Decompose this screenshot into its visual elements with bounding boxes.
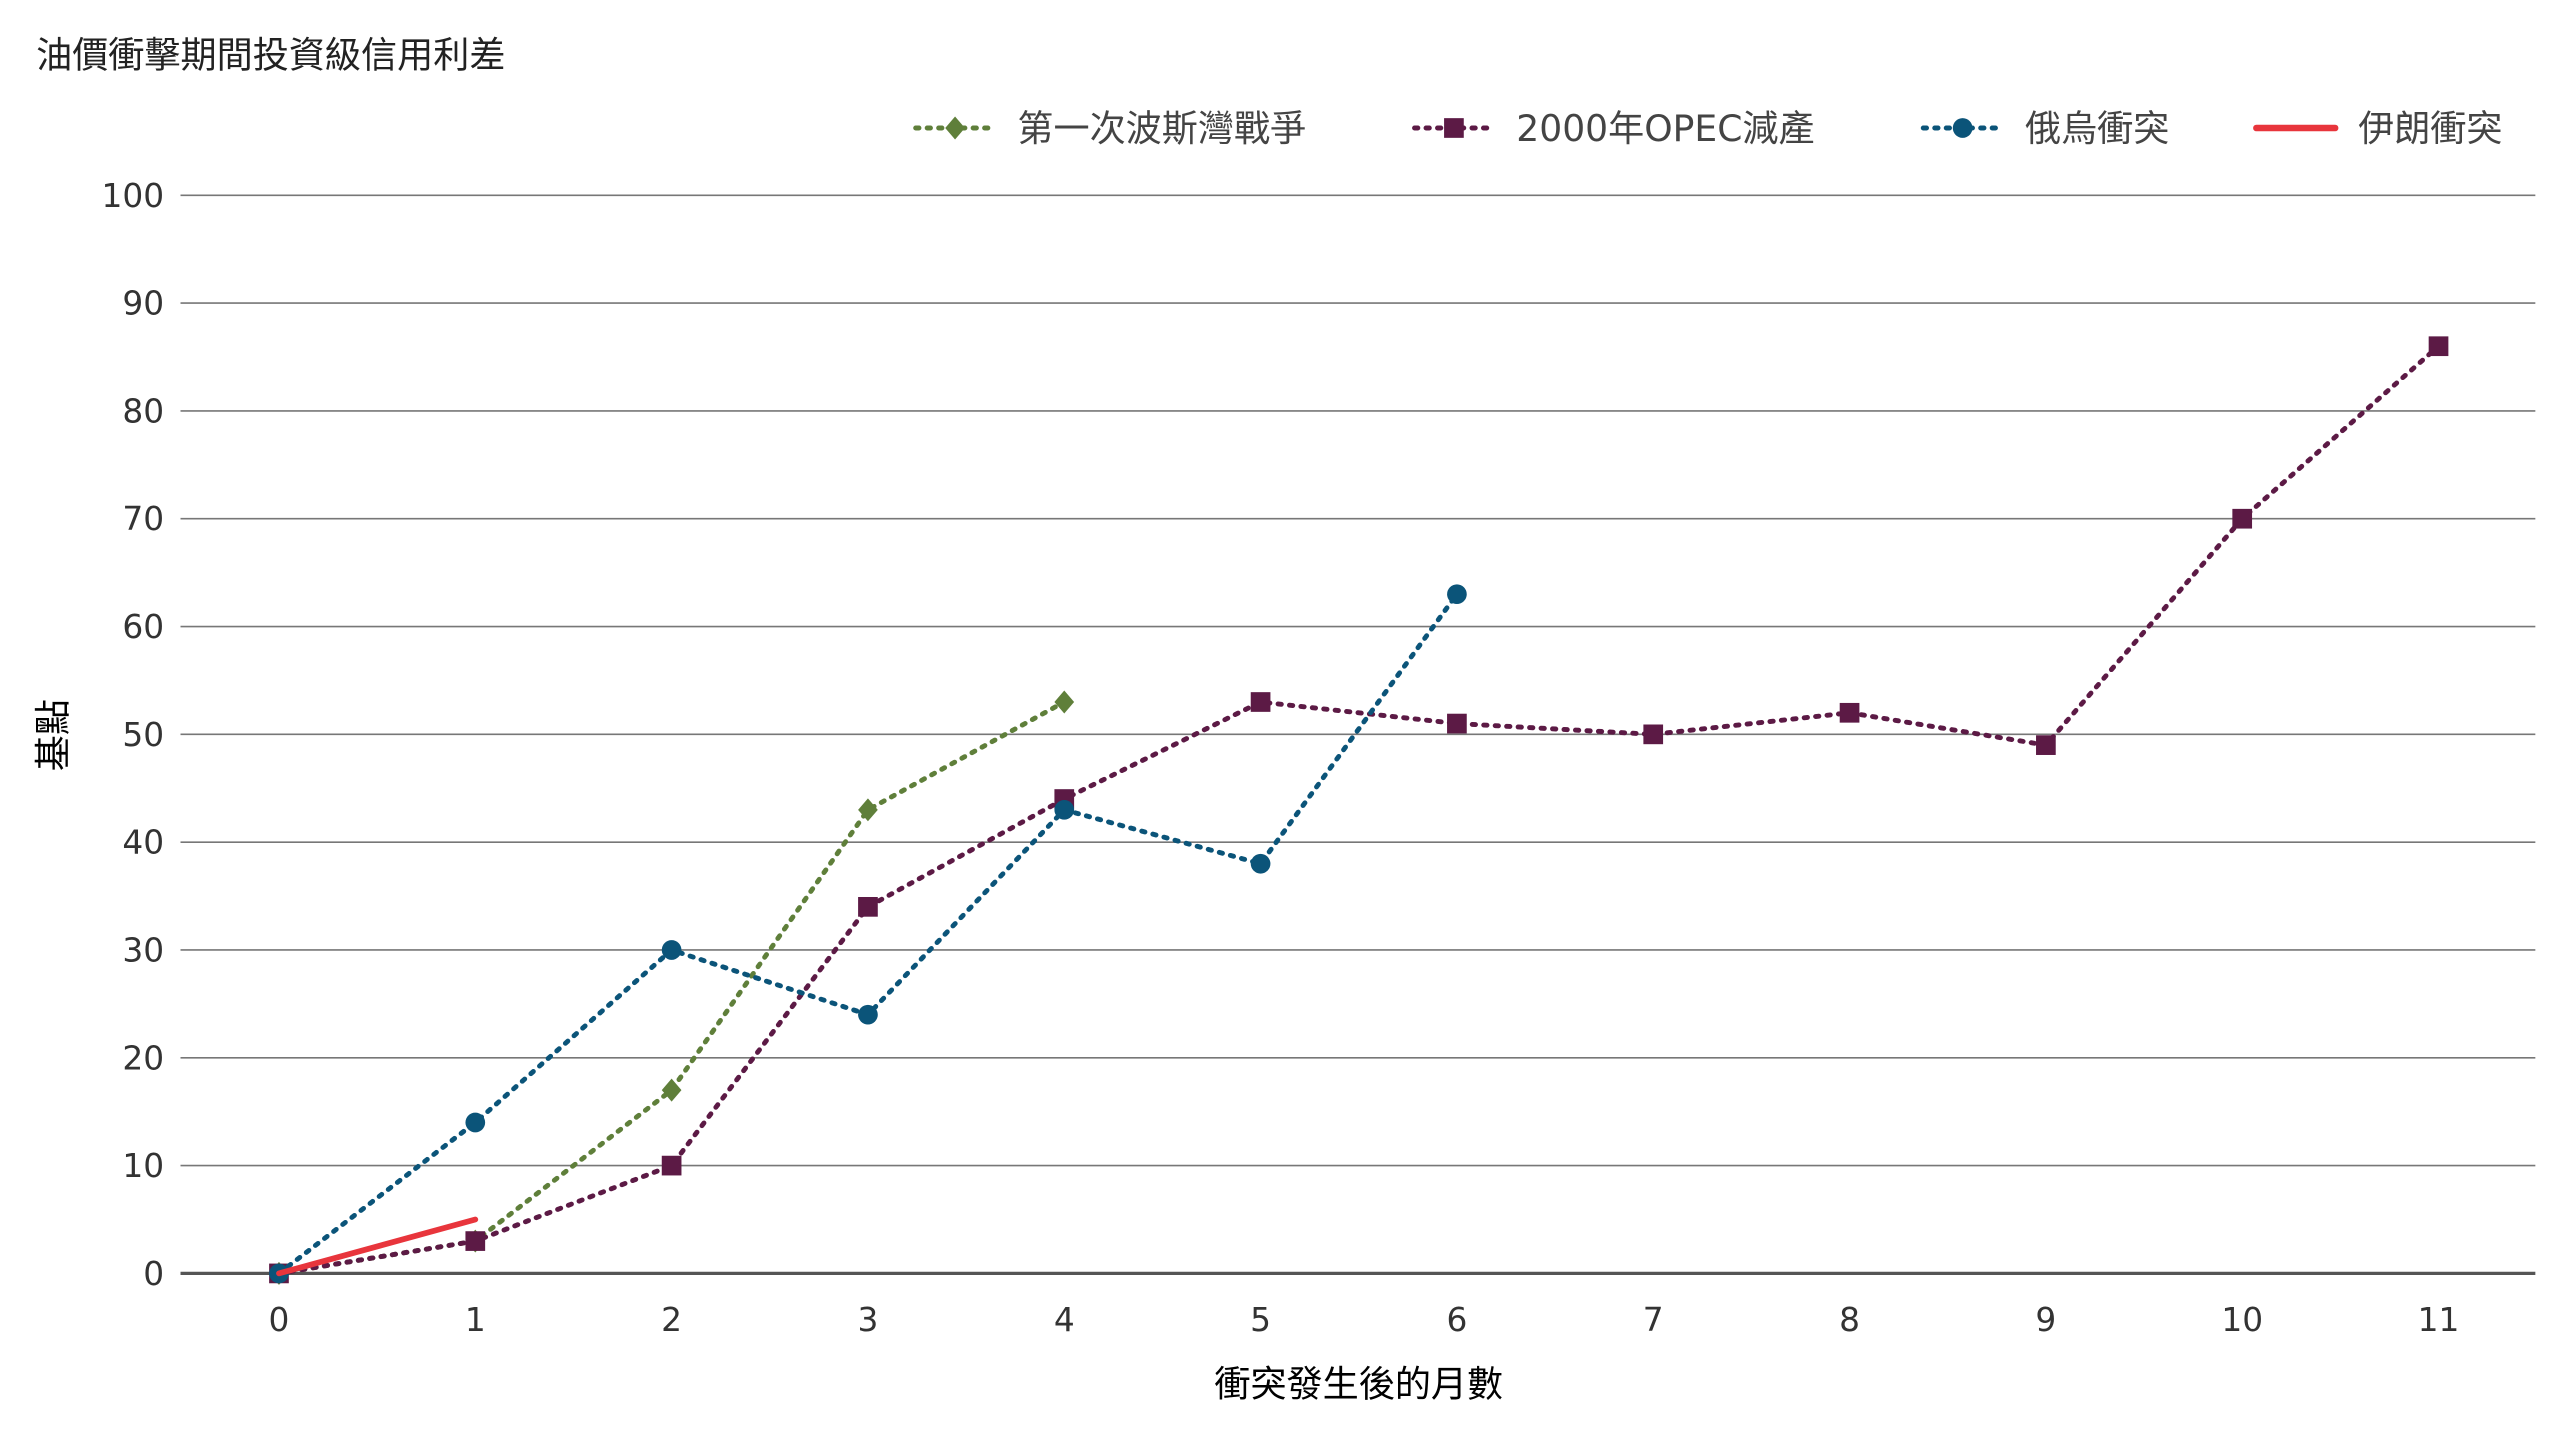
y-tick-label: 100 — [101, 177, 164, 215]
data-point — [858, 897, 878, 917]
y-axis-label: 基點 — [32, 699, 75, 771]
series-line-2 — [276, 591, 1460, 1276]
data-point — [1447, 584, 1467, 605]
y-tick-label: 70 — [122, 500, 164, 538]
legend-label: 2000年OPEC減產 — [1516, 107, 1814, 150]
legend-label: 俄烏衝突 — [2025, 107, 2169, 150]
y-tick-label: 80 — [122, 392, 164, 430]
x-tick-label: 1 — [465, 1301, 486, 1339]
legend-marker — [1444, 118, 1464, 138]
series-line-1 — [276, 343, 2441, 1276]
y-tick-label: 0 — [143, 1255, 164, 1293]
data-point — [1447, 713, 1467, 734]
legend-marker — [945, 116, 965, 140]
x-tick-label: 0 — [269, 1301, 290, 1339]
data-point — [1643, 724, 1664, 745]
y-tick-label: 40 — [122, 824, 164, 862]
data-point — [661, 940, 682, 960]
x-tick-label: 9 — [2035, 1301, 2056, 1339]
data-point — [465, 1231, 486, 1251]
data-point — [2232, 508, 2253, 529]
legend-label: 伊朗衝突 — [2358, 107, 2502, 150]
data-point — [465, 1112, 486, 1133]
x-tick-label: 7 — [1643, 1301, 1664, 1339]
legend-label: 第一次波斯灣戰爭 — [1017, 107, 1306, 150]
data-point — [661, 1078, 682, 1102]
x-tick-label: 6 — [1446, 1301, 1467, 1339]
y-tick-label: 10 — [122, 1147, 164, 1185]
x-tick-label: 5 — [1250, 1301, 1271, 1339]
data-point — [1250, 853, 1271, 874]
x-tick-label: 11 — [2418, 1301, 2460, 1339]
series-line-0 — [276, 699, 1067, 1276]
series-line-3 — [276, 1216, 479, 1277]
data-point — [2428, 336, 2449, 357]
data-point — [858, 1004, 878, 1025]
data-point — [2036, 735, 2056, 755]
data-point — [1839, 702, 1860, 723]
y-tick-label: 20 — [122, 1039, 164, 1077]
x-tick-label: 8 — [1839, 1301, 1860, 1339]
x-axis-label: 衝突發生後的月數 — [1214, 1362, 1503, 1405]
x-tick-label: 3 — [857, 1301, 878, 1339]
legend-marker — [1952, 118, 1973, 138]
x-tick-label: 2 — [661, 1301, 682, 1339]
data-point — [1054, 799, 1075, 820]
x-tick-label: 10 — [2221, 1301, 2263, 1339]
y-tick-label: 90 — [122, 285, 164, 323]
data-point — [1250, 692, 1271, 712]
x-tick-label: 4 — [1054, 1301, 1075, 1339]
data-point — [858, 798, 878, 822]
y-tick-label: 30 — [122, 931, 164, 969]
y-tick-label: 50 — [122, 716, 164, 754]
data-point — [1054, 690, 1075, 714]
data-point — [661, 1155, 682, 1176]
chart-title: 油價衝擊期間投資級信用利差 — [36, 36, 506, 78]
y-tick-label: 60 — [122, 608, 164, 646]
